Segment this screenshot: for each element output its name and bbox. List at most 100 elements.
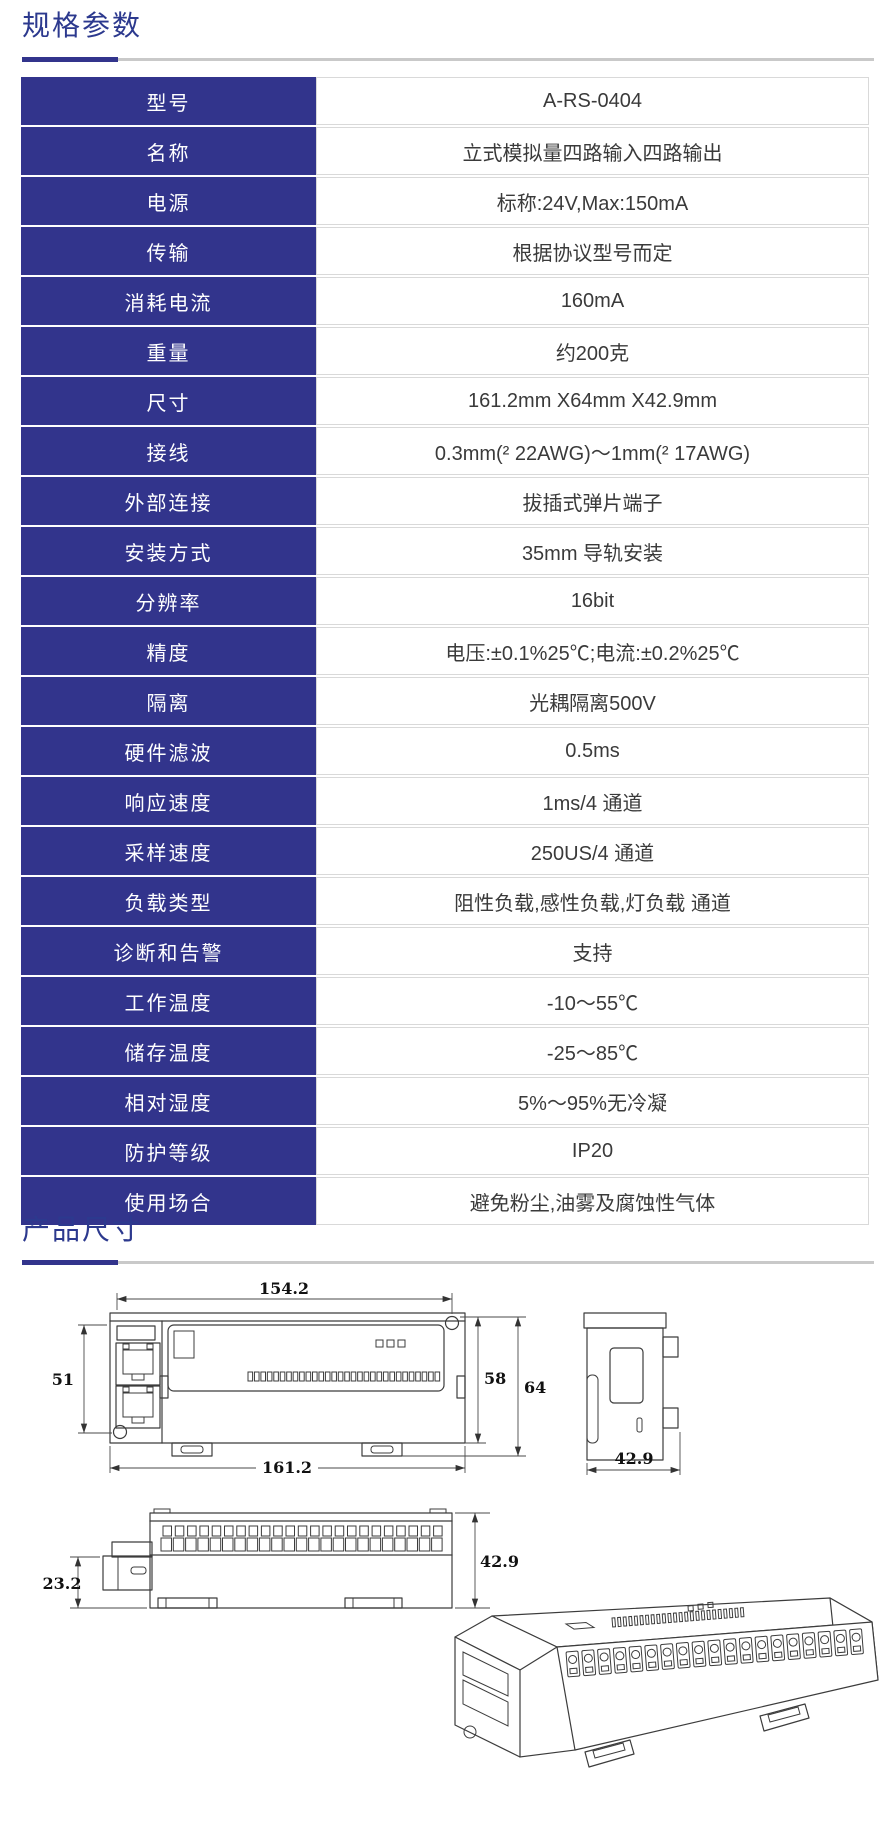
spec-value-cell: 160mA (316, 277, 869, 325)
spec-value-cell: -25～85℃ (316, 1027, 869, 1075)
spec-row: 外部连接 拔插式弹片端子 (21, 477, 869, 525)
screw-hole-top-right (444, 1315, 460, 1331)
spec-row: 传输 根据协议型号而定 (21, 227, 869, 275)
spec-row: 接线 0.3mm(² 22AWG)～1mm(² 17AWG) (21, 427, 869, 475)
spec-value-cell: 支持 (316, 927, 869, 975)
dim-label-front-left: 51 (52, 1370, 74, 1389)
spec-row: 重量 约200克 (21, 327, 869, 375)
spec-label-cell: 外部连接 (21, 477, 316, 525)
spec-row: 负载类型 阻性负载,感性负载,灯负载 通道 (21, 877, 869, 925)
spec-value-cell: 光耦隔离500V (316, 677, 869, 725)
spec-value-cell: 0.3mm(² 22AWG)～1mm(² 17AWG) (316, 427, 869, 475)
spec-value-cell: 阻性负载,感性负载,灯负载 通道 (316, 877, 869, 925)
spec-value-cell: 161.2mm X64mm X42.9mm (316, 377, 869, 425)
front-view-drawing: 154.2 51 161.2 58 64 (52, 1279, 547, 1477)
spec-label-cell: 硬件滤波 (21, 727, 316, 775)
spec-row: 电源 标称:24V,Max:150mA (21, 177, 869, 225)
led-indicator (386, 1339, 395, 1348)
dim-label-front-bottom: 161.2 (262, 1458, 312, 1477)
spec-row: 采样速度 250US/4 通道 (21, 827, 869, 875)
spec-label-cell: 重量 (21, 327, 316, 375)
dim-label-front-right-outer: 64 (524, 1378, 546, 1397)
terminal-comb-row-1 (162, 1525, 443, 1537)
spec-label-cell: 储存温度 (21, 1027, 316, 1075)
spec-row: 工作温度 -10～55℃ (21, 977, 869, 1025)
terminal-indicator-row (247, 1371, 441, 1382)
spec-label-cell: 型号 (21, 77, 316, 125)
spec-value-cell: 1ms/4 通道 (316, 777, 869, 825)
spec-row: 型号 A-RS-0404 (21, 77, 869, 125)
spec-value-cell: 标称:24V,Max:150mA (316, 177, 869, 225)
spec-label-cell: 相对湿度 (21, 1077, 316, 1125)
spec-value-cell: 根据协议型号而定 (316, 227, 869, 275)
spec-value-cell: 电压:±0.1%25℃;电流:±0.2%25℃ (316, 627, 869, 675)
dim-label-side-width: 42.9 (615, 1449, 654, 1468)
spec-label-cell: 精度 (21, 627, 316, 675)
spec-value-cell: IP20 (316, 1127, 869, 1175)
underline-accent-bar (22, 57, 118, 62)
spec-row: 隔离 光耦隔离500V (21, 677, 869, 725)
spec-value-cell: 16bit (316, 577, 869, 625)
led-indicator (375, 1339, 384, 1348)
spec-label-cell: 防护等级 (21, 1127, 316, 1175)
spec-row: 分辨率 16bit (21, 577, 869, 625)
spec-row: 名称 立式模拟量四路输入四路输出 (21, 127, 869, 175)
dim-label-top-left: 23.2 (43, 1574, 82, 1593)
spec-value-cell: 0.5ms (316, 727, 869, 775)
spec-value-cell: 约200克 (316, 327, 869, 375)
spec-value-cell: -10～55℃ (316, 977, 869, 1025)
dimension-drawings-svg: 154.2 51 161.2 58 64 (43, 1279, 879, 1768)
spec-row: 硬件滤波 0.5ms (21, 727, 869, 775)
spec-row: 相对湿度 5%～95%无冷凝 (21, 1077, 869, 1125)
dim-label-front-top: 154.2 (259, 1280, 309, 1298)
spec-row: 响应速度 1ms/4 通道 (21, 777, 869, 825)
spec-label-cell: 安装方式 (21, 527, 316, 575)
logo-mark (173, 1330, 195, 1359)
spec-value-cell: 250US/4 通道 (316, 827, 869, 875)
screw-hole-bottom-left (112, 1424, 128, 1440)
underline-accent-bar (22, 1260, 118, 1265)
spec-label-cell: 负载类型 (21, 877, 316, 925)
spec-row: 使用场合 避免粉尘,油雾及腐蚀性气体 (21, 1177, 869, 1225)
spec-section-title: 规格参数 (22, 10, 143, 41)
spec-row: 尺寸 161.2mm X64mm X42.9mm (21, 377, 869, 425)
spec-label-cell: 接线 (21, 427, 316, 475)
dim-label-top-right: 42.9 (480, 1552, 519, 1571)
spec-row: 储存温度 -25～85℃ (21, 1027, 869, 1075)
spec-title-underline (22, 57, 874, 62)
spec-table: 型号 A-RS-0404 名称 立式模拟量四路输入四路输出 电源 标称:24V,… (21, 75, 869, 1227)
spec-label-cell: 诊断和告警 (21, 927, 316, 975)
dimension-section-title: 产品尺寸 (22, 1214, 143, 1245)
spec-value-cell: 拔插式弹片端子 (316, 477, 869, 525)
spec-row: 防护等级 IP20 (21, 1127, 869, 1175)
dim-label-front-right-inner: 58 (484, 1369, 506, 1388)
spec-label-cell: 名称 (21, 127, 316, 175)
spec-value-cell: 35mm 导轨安装 (316, 527, 869, 575)
dimension-title-underline (22, 1260, 874, 1265)
spec-row: 精度 电压:±0.1%25℃;电流:±0.2%25℃ (21, 627, 869, 675)
underline-gray-bar (22, 1261, 874, 1264)
spec-value-cell: 5%～95%无冷凝 (316, 1077, 869, 1125)
terminal-comb-row-2 (160, 1537, 443, 1552)
spec-label-cell: 采样速度 (21, 827, 316, 875)
dimension-drawings: 154.2 51 161.2 58 64 (0, 1279, 891, 1820)
led-indicator (397, 1339, 406, 1348)
side-view-drawing: 42.9 (583, 1312, 681, 1475)
spec-row: 消耗电流 160mA (21, 277, 869, 325)
spec-label-cell: 使用场合 (21, 1177, 316, 1225)
spec-label-cell: 响应速度 (21, 777, 316, 825)
spec-row: 诊断和告警 支持 (21, 927, 869, 975)
top-view-drawing: 23.2 42.9 (43, 1508, 519, 1609)
spec-label-cell: 消耗电流 (21, 277, 316, 325)
spec-label-cell: 工作温度 (21, 977, 316, 1025)
spec-value-cell: 避免粉尘,油雾及腐蚀性气体 (316, 1177, 869, 1225)
spec-label-cell: 尺寸 (21, 377, 316, 425)
spec-row: 安装方式 35mm 导轨安装 (21, 527, 869, 575)
spec-value-cell: A-RS-0404 (316, 77, 869, 125)
spec-label-cell: 分辨率 (21, 577, 316, 625)
underline-gray-bar (22, 58, 874, 61)
spec-label-cell: 电源 (21, 177, 316, 225)
spec-label-cell: 传输 (21, 227, 316, 275)
isometric-view-drawing (454, 1597, 879, 1768)
